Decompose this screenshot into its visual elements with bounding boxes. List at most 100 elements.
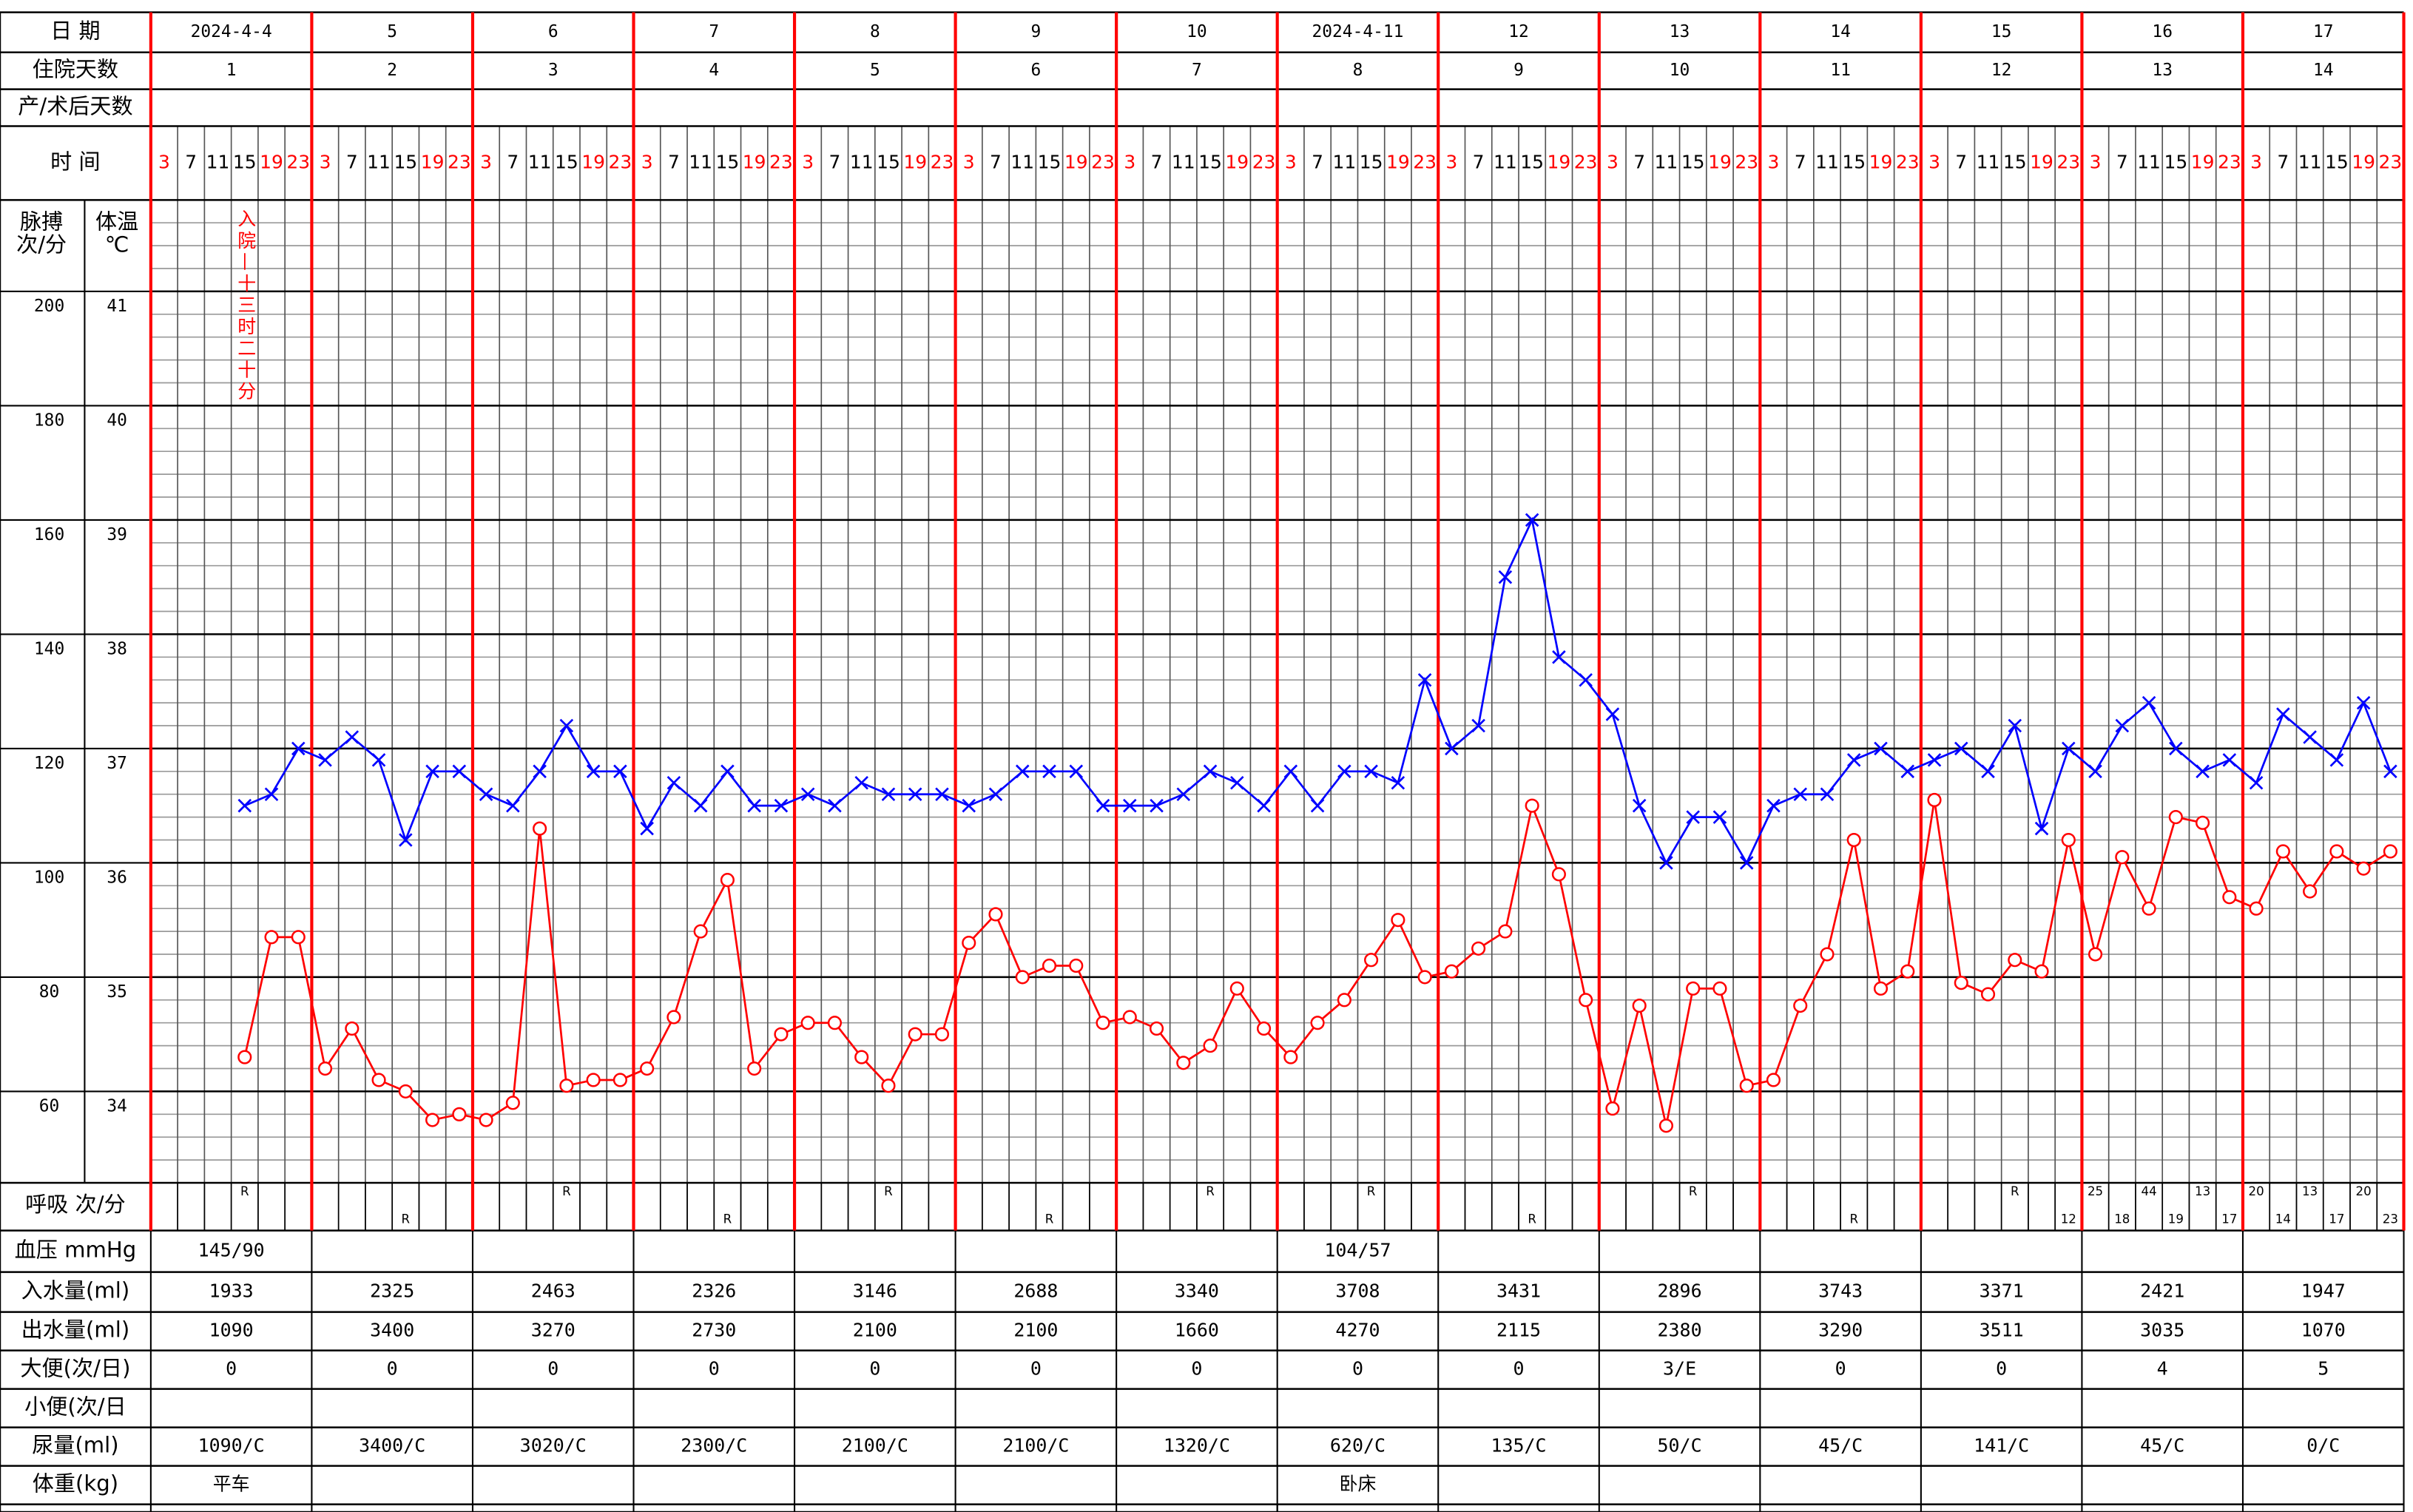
table-cell: 1070	[2301, 1320, 2346, 1341]
table-cell: 0	[1996, 1358, 2007, 1380]
temperature-marker	[1283, 764, 1298, 779]
date-cell: 8	[870, 22, 880, 41]
hour-label: 15	[877, 151, 900, 172]
table-cell: 1320/C	[1164, 1435, 1230, 1457]
table-cell: 3146	[853, 1280, 897, 1302]
temperature-marker	[291, 741, 306, 756]
table-cell: 2100/C	[1002, 1435, 1069, 1457]
temperature-marker	[1927, 753, 1942, 767]
pulse-marker	[1846, 832, 1861, 848]
hour-label: 19	[2352, 151, 2375, 172]
table-cell: 3743	[1818, 1280, 1863, 1302]
pulse-marker	[640, 1061, 655, 1076]
pulse-marker	[2249, 901, 2264, 916]
table-cell: 0/C	[2306, 1435, 2340, 1457]
temperature-marker	[1874, 741, 1888, 756]
temperature-marker	[854, 775, 868, 790]
stay-day-cell: 2	[387, 61, 397, 80]
temperature-marker	[1686, 810, 1700, 824]
pulse-marker	[317, 1061, 333, 1076]
table-cell: 3/E	[1663, 1358, 1696, 1380]
hour-label: 11	[2137, 151, 2161, 172]
row-label: 血压 mmHg	[15, 1238, 137, 1263]
respiration-cell: R	[240, 1184, 249, 1198]
y2-tick-label: 35	[107, 982, 127, 1002]
hour-label: 3	[2090, 151, 2102, 172]
respiration-cell: R	[1367, 1184, 1376, 1198]
table-cell: 2380	[1658, 1320, 1702, 1341]
hour-label: 3	[641, 151, 653, 172]
row-label: 日 期	[50, 18, 101, 44]
temperature-marker	[1069, 764, 1084, 779]
y-tick-label: 160	[34, 525, 64, 544]
stay-day-cell: 1	[226, 61, 237, 80]
stay-day-cell: 7	[1192, 61, 1202, 80]
hour-label: 3	[1768, 151, 1780, 172]
table-cell: 3371	[1980, 1280, 2024, 1302]
table-cell: 0	[547, 1358, 558, 1380]
respiration-cell: 13	[2195, 1184, 2210, 1198]
pulse-marker	[1605, 1101, 1620, 1116]
pulse-marker	[1525, 798, 1539, 813]
stay-day-cell: 3	[548, 61, 558, 80]
pulse-marker	[1954, 976, 1968, 990]
y2-tick-label: 39	[107, 525, 127, 544]
y-tick-label: 80	[39, 982, 60, 1002]
hour-label: 7	[829, 151, 841, 172]
row-label: 呼吸 次/分	[25, 1192, 126, 1217]
hour-label: 11	[850, 151, 874, 172]
temperature-marker	[2115, 718, 2130, 733]
row-label: 产/术后天数	[18, 94, 132, 119]
hour-label: 23	[1896, 151, 1920, 172]
hour-label: 23	[1574, 151, 1598, 172]
hour-label: 3	[1928, 151, 1940, 172]
hour-label: 11	[1977, 151, 2000, 172]
temperature-marker	[2383, 764, 2397, 779]
pulse-marker	[1310, 1016, 1325, 1030]
pulse-marker	[1739, 1079, 1754, 1093]
temperature-marker	[800, 787, 815, 801]
pulse-marker	[747, 1061, 762, 1076]
pulse-marker	[2034, 964, 2049, 979]
pulse-marker	[2168, 810, 2183, 825]
y2-tick-label: 34	[107, 1097, 127, 1116]
pulse-marker	[1203, 1039, 1218, 1053]
temperature-marker	[2169, 741, 2183, 756]
hour-label: 11	[1815, 151, 1839, 172]
temperature-marker	[1096, 798, 1110, 813]
respiration-cell: R	[1045, 1212, 1054, 1226]
temperature-marker	[1605, 707, 1620, 721]
y2-tick-label: 37	[107, 754, 127, 773]
hour-label: 15	[2164, 151, 2187, 172]
pulse-marker	[1283, 1050, 1298, 1064]
hour-label: 15	[716, 151, 740, 172]
row-label: 时 间	[50, 149, 101, 174]
date-cell: 9	[1030, 22, 1041, 41]
date-cell: 14	[1830, 22, 1851, 41]
respiration-cell: 14	[2275, 1212, 2291, 1226]
respiration-cell: 17	[2329, 1212, 2344, 1226]
date-cell: 5	[387, 22, 397, 41]
hour-label: 11	[1332, 151, 1356, 172]
hour-label: 19	[1064, 151, 1088, 172]
pulse-marker	[2222, 890, 2237, 905]
y-tick-label: 120	[34, 754, 64, 773]
pulse-marker	[2329, 844, 2344, 859]
pulse-marker	[425, 1113, 440, 1127]
table-cell: 0	[1030, 1358, 1042, 1380]
pulse-marker	[1766, 1073, 1781, 1087]
respiration-cell: R	[1689, 1184, 1698, 1198]
table-cell: 2115	[1496, 1320, 1541, 1341]
hour-label: 19	[581, 151, 605, 172]
temperature-marker	[1846, 753, 1861, 767]
hour-label: 15	[1681, 151, 1705, 172]
pulse-marker	[2275, 844, 2290, 859]
temperature-marker	[371, 753, 386, 767]
pulse-marker	[2088, 947, 2103, 962]
hour-label: 23	[1735, 151, 1758, 172]
pulse-marker	[2303, 884, 2318, 899]
y2-tick-label: 38	[107, 640, 127, 659]
pulse-marker	[2356, 861, 2371, 876]
hour-label: 3	[1124, 151, 1135, 172]
